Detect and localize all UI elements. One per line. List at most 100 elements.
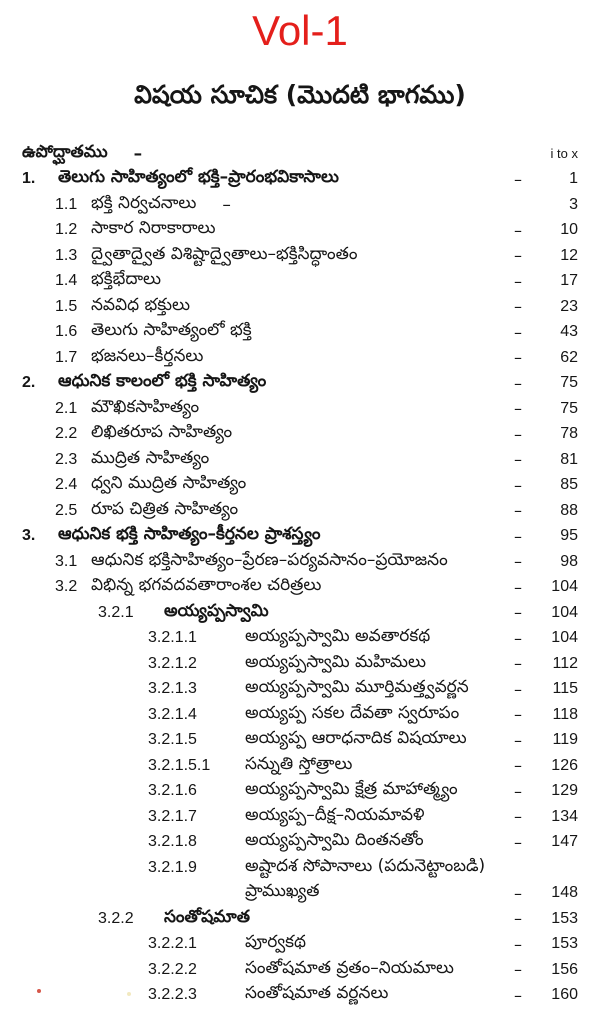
page-title: విషయ సూచిక (మొదటి భాగము) <box>134 80 466 110</box>
toc-row: 3.2.1.9 అష్టాదశ సోపానాలు (పదునెట్టాంబడి) <box>0 855 600 881</box>
toc-row-number: 3.2.1.1 <box>148 629 197 647</box>
toc-row: 2.3 ముద్రిత సాహిత్యం – 81 <box>0 447 600 473</box>
toc-row-page: 129 <box>551 782 578 800</box>
toc-row-title: నవవిధ భక్తులు <box>91 294 190 315</box>
toc-row-page: 17 <box>560 272 578 290</box>
toc-row-dash: – <box>514 373 522 393</box>
toc-row-dash: – <box>514 654 522 674</box>
toc-row-title: ముద్రిత సాహిత్యం <box>91 447 210 468</box>
toc-row-dash: – <box>514 220 522 240</box>
toc-row: 3.2.1.5 అయ్యప్ప ఆరాధనాదిక విషయాలు – 119 <box>0 728 600 754</box>
toc-row-number: 1.1 <box>55 195 78 213</box>
toc-row-page: 78 <box>560 425 578 443</box>
toc-row: 3.2 విభిన్న భగవదవతారాంశల చరిత్రలు – 104 <box>0 575 600 601</box>
toc-row-number: 1.6 <box>55 323 78 341</box>
toc-row-dash: – <box>514 271 522 291</box>
toc-row-number: 1. <box>22 170 36 188</box>
toc-row: 3. ఆధునిక భక్తి సాహిత్యం–కీర్తనల ప్రాశస్… <box>0 524 600 550</box>
toc-row-dash: – <box>514 960 522 980</box>
toc-row-dash: – <box>514 705 522 725</box>
toc-row-page: 81 <box>560 450 578 468</box>
toc-row-dash: – <box>514 909 522 929</box>
toc-row-title: అయ్యప్పస్వామి మూర్తిమత్త్వవర్ణన <box>245 677 469 698</box>
toc-row-title: మౌఖికసాహిత్యం <box>91 396 200 417</box>
toc-row: 1.7 భజనలు–కీర్తనలు – 62 <box>0 345 600 371</box>
toc-row-title: లిఖితరూప సాహిత్యం <box>91 422 233 443</box>
toc-row-title: సంతోషమాత వ్రతం–నియమాలు <box>245 957 454 978</box>
toc-row: 3.2.1.5.1 సన్నుతి స్తోత్రాలు – 126 <box>0 753 600 779</box>
toc-row-title: ఉపోద్ఘాతము <box>22 141 108 162</box>
toc-row-dash: – <box>514 297 522 317</box>
scan-artifact-dot-yellow <box>127 992 131 996</box>
volume-title: Vol-1 <box>252 7 348 54</box>
toc-row-title: ద్వైతాద్వైత విశిష్టాద్వైతాలు–భక్తిసిద్ధా… <box>91 243 358 264</box>
toc-row: 3.2.1.2 అయ్యప్పస్వామి మహిమలు – 112 <box>0 651 600 677</box>
toc-row-dash: – <box>514 730 522 750</box>
toc-row-dash: – <box>514 501 522 521</box>
toc-row-page: 3 <box>569 195 578 213</box>
toc-row: 1.4 భక్తిభేదాలు – 17 <box>0 269 600 295</box>
toc-row-number: 3. <box>22 527 36 545</box>
toc-row-title: సంతోషమాత వర్ణనలు <box>245 983 389 1004</box>
toc-row-title: భక్తి నిర్వచనాలు <box>91 192 197 213</box>
toc-row-title: సన్నుతి స్తోత్రాలు <box>245 753 353 774</box>
toc-row: 3.2.1.7 అయ్యప్ప–దీక్ష–నియమావళి – 134 <box>0 804 600 830</box>
toc-row-number: 3.1 <box>55 552 78 570</box>
toc-row-title: అయ్యప్పస్వామి అవతారకథ <box>245 626 431 647</box>
toc-row-number: 2.4 <box>55 476 78 494</box>
toc-row-page: 62 <box>560 348 578 366</box>
toc-row: 2.2 లిఖితరూప సాహిత్యం – 78 <box>0 422 600 448</box>
toc-row-title: అయ్యప్ప ఆరాధనాదిక విషయాలు <box>245 728 467 749</box>
toc-row-number: 3.2.1.2 <box>148 654 197 672</box>
toc-row-dash: – <box>514 169 522 189</box>
toc-row-title: సాకార నిరాకారాలు <box>91 218 216 239</box>
toc-row-title: ధ్వని ముద్రిత సాహిత్యం <box>91 473 247 494</box>
toc-row-number: 3.2 <box>55 578 78 596</box>
toc-row: 3.2.2.2 సంతోషమాత వ్రతం–నియమాలు – 156 <box>0 957 600 983</box>
toc-row-title: అయ్యప్ప సకల దేవతా స్వరూపం <box>245 702 460 723</box>
toc-row-number: 1.4 <box>55 272 78 290</box>
toc-row-mid-dash: – <box>222 194 231 215</box>
toc-row-number: 3.2.1.8 <box>148 833 197 851</box>
toc-row-number: 3.2.1 <box>98 603 134 621</box>
toc-row: 2. ఆధునిక కాలంలో భక్తి సాహిత్యం – 75 <box>0 371 600 397</box>
toc-row-number: 3.2.2.1 <box>148 935 197 953</box>
toc-row-dash: – <box>514 883 522 903</box>
toc-row: 1. తెలుగు సాహిత్యంలో భక్తి–ప్రారంభవికాసా… <box>0 167 600 193</box>
toc-row-dash: – <box>514 246 522 266</box>
toc-row: 3.2.1 అయ్యప్పస్వామి – 104 <box>0 600 600 626</box>
toc-row-number: 3.2.2.2 <box>148 960 197 978</box>
toc-row-dash: – <box>514 832 522 852</box>
toc-row-page: 104 <box>551 578 578 596</box>
toc-row-mid-dash: – <box>133 143 143 164</box>
toc-row-number: 1.2 <box>55 221 78 239</box>
toc-row-title: సంతోషమాత <box>164 906 250 927</box>
toc-row-title: తెలుగు సాహిత్యంలో భక్తి–ప్రారంభవికాసాలు <box>58 167 339 188</box>
toc-row-number: 3.2.1.7 <box>148 807 197 825</box>
toc-row-title: ప్రాముఖ్యత <box>245 881 320 902</box>
toc-row-dash: – <box>514 781 522 801</box>
toc-row: 1.6 తెలుగు సాహిత్యంలో భక్తి – 43 <box>0 320 600 346</box>
toc-row-page: 153 <box>551 935 578 953</box>
toc-row-number: 1.5 <box>55 297 78 315</box>
toc-row-title: తెలుగు సాహిత్యంలో భక్తి <box>91 320 252 341</box>
toc-row: 1.1 భక్తి నిర్వచనాలు – 3 <box>0 192 600 218</box>
toc-row-number: 2. <box>22 374 36 392</box>
toc-row: 1.2 సాకార నిరాకారాలు – 10 <box>0 218 600 244</box>
toc-page: Vol-1 విషయ సూచిక (మొదటి భాగము) ఉపోద్ఘాతమ… <box>0 7 600 1009</box>
toc-row-page: 23 <box>560 297 578 315</box>
toc-row-title: అయ్యప్పస్వామి <box>164 600 269 621</box>
toc-row: 3.2.2.3 సంతోషమాత వర్ణనలు – 160 <box>0 983 600 1009</box>
scan-artifact-dot-red <box>37 989 41 993</box>
toc-row: 3.2.1.6 అయ్యప్పస్వామి క్షేత్ర మాహాత్మ్యం… <box>0 779 600 805</box>
toc-row: 3.2.1.8 అయ్యప్పస్వామి దింతనతోం – 147 <box>0 830 600 856</box>
toc-row: 1.3 ద్వైతాద్వైత విశిష్టాద్వైతాలు–భక్తిసి… <box>0 243 600 269</box>
toc-row-page: 156 <box>551 960 578 978</box>
toc-row-number: 3.2.1.3 <box>148 680 197 698</box>
toc-row-dash: – <box>514 424 522 444</box>
toc-row-page: 119 <box>552 731 578 749</box>
toc-row: 3.2.1.4 అయ్యప్ప సకల దేవతా స్వరూపం – 118 <box>0 702 600 728</box>
toc-row-number: 2.5 <box>55 501 78 519</box>
toc-row-title: రూప చిత్రిత సాహిత్యం <box>91 498 239 519</box>
toc-row-number: 3.2.1.4 <box>148 705 197 723</box>
